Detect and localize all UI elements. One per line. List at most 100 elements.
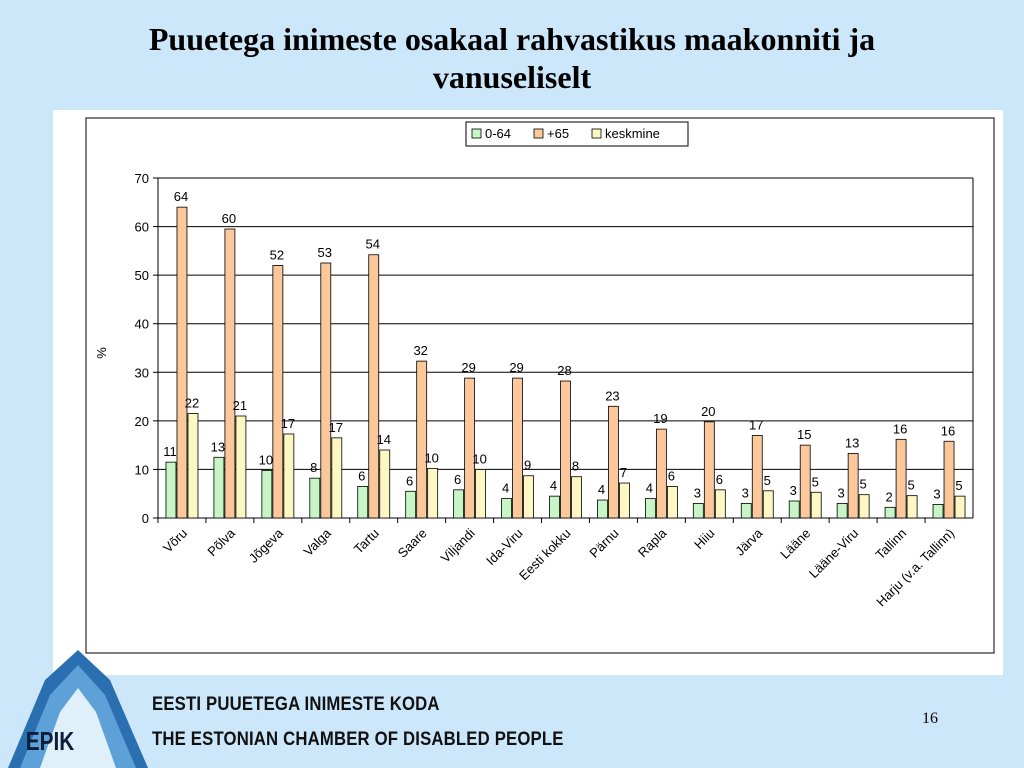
slide-title: Puuetega inimeste osakaal rahvastikus ma… (0, 20, 1024, 96)
data-label: 7 (620, 465, 627, 480)
data-label: 19 (653, 411, 667, 426)
bar-+65 (464, 377, 476, 519)
x-category-label: Valga (300, 525, 334, 559)
data-label: 29 (461, 360, 475, 375)
x-category-label: Lääne (777, 526, 813, 562)
x-category-label: Põlva (204, 525, 238, 559)
data-label: 5 (907, 478, 914, 493)
bar-keskmine (427, 468, 439, 519)
chart-panel: 0 10 20 30 40 50 60 70% 11 64 22 Võru 13 60 21 Põlva 10 5… (53, 110, 1003, 675)
data-label: 8 (310, 460, 317, 475)
y-tick-label: 70 (135, 171, 149, 186)
slide-title-line-2: vanuseliselt (432, 59, 592, 95)
bar-keskmine (379, 449, 391, 519)
y-tick-label: 40 (135, 317, 149, 332)
data-label: 22 (185, 396, 199, 411)
x-category-label: Tallinn (873, 526, 910, 563)
data-label: 15 (797, 427, 811, 442)
bar-keskmine (187, 413, 199, 519)
bar-0-64 (405, 490, 417, 519)
legend-swatch (533, 128, 544, 139)
bar-+65 (272, 265, 284, 519)
bar-+65 (943, 440, 955, 519)
data-label: 3 (694, 485, 701, 500)
data-label: 11 (163, 444, 177, 459)
data-label: 23 (605, 388, 619, 403)
bar-+65 (512, 377, 523, 519)
data-label: 17 (329, 420, 343, 435)
data-label: 5 (764, 473, 771, 488)
data-label: 5 (812, 474, 819, 489)
x-category-label: Saare (395, 526, 430, 561)
chart-frame (85, 117, 995, 654)
bar-keskmine (762, 490, 774, 519)
legend-label: keskmine (605, 126, 660, 141)
bar-0-64 (788, 500, 800, 519)
bar-+65 (655, 428, 667, 519)
x-category-label: Tartu (351, 526, 382, 557)
data-label: 20 (701, 404, 715, 419)
x-category-label: Lääne-Viru (806, 526, 861, 581)
legend-box (465, 121, 689, 147)
bar-+65 (368, 254, 380, 519)
legend-label: +65 (547, 126, 569, 141)
data-label: 16 (941, 423, 955, 438)
data-label: 10 (472, 451, 486, 466)
data-label: 29 (509, 360, 523, 375)
data-label: 4 (502, 481, 509, 496)
bar-keskmine (810, 491, 822, 519)
bar-+65 (176, 206, 188, 519)
bar-0-64 (644, 498, 656, 519)
x-category-label: Järva (732, 525, 766, 559)
data-label: 6 (454, 472, 461, 487)
y-tick-label: 60 (135, 220, 149, 235)
legend-label: 0-64 (485, 126, 511, 141)
bar-0-64 (261, 469, 273, 519)
bar-0-64 (309, 477, 321, 519)
data-label: 5 (955, 478, 962, 493)
bar-keskmine (714, 489, 726, 519)
bar-0-64 (932, 503, 944, 519)
data-label: 3 (742, 485, 749, 500)
bar-keskmine (283, 433, 295, 519)
bar-0-64 (501, 498, 512, 519)
data-label: 21 (233, 398, 247, 413)
data-label: 17 (281, 416, 295, 431)
data-label: 9 (524, 458, 531, 473)
data-label: 3 (838, 485, 845, 500)
legend-swatch (471, 128, 482, 139)
legend-swatch (591, 128, 602, 139)
y-tick-label: 10 (135, 462, 149, 477)
y-tick-label: 50 (135, 268, 149, 283)
bar-keskmine (619, 482, 630, 519)
x-category-label: Võru (160, 526, 190, 556)
data-label: 6 (668, 468, 675, 483)
data-label: 6 (358, 468, 365, 483)
y-axis-label: % (94, 347, 109, 359)
data-label: 2 (885, 489, 892, 504)
bar-keskmine (906, 495, 918, 519)
bar-+65 (751, 435, 763, 519)
data-label: 64 (174, 189, 188, 204)
data-label: 16 (893, 421, 907, 436)
bar-+65 (895, 438, 907, 519)
data-label: 53 (318, 245, 332, 260)
bar-keskmine (331, 437, 343, 519)
logo-text: EPIK (26, 727, 75, 756)
data-label: 8 (572, 459, 579, 474)
bar-keskmine (475, 469, 487, 519)
bar-0-64 (213, 456, 225, 519)
data-label: 10 (259, 452, 273, 467)
bar-chart: 010203040506070%116422Võru136021Põlva105… (85, 117, 995, 654)
org-name-estonian: EESTI PUUETEGA INIMESTE KODA (152, 694, 440, 715)
bar-+65 (320, 262, 332, 519)
data-label: 13 (845, 435, 859, 450)
data-label: 3 (933, 486, 940, 501)
data-label: 10 (424, 450, 438, 465)
data-label: 60 (222, 211, 236, 226)
y-tick-label: 20 (135, 414, 149, 429)
data-label: 32 (413, 343, 427, 358)
data-label: 17 (749, 417, 763, 432)
bar-+65 (799, 444, 811, 519)
bar-keskmine (954, 495, 966, 519)
